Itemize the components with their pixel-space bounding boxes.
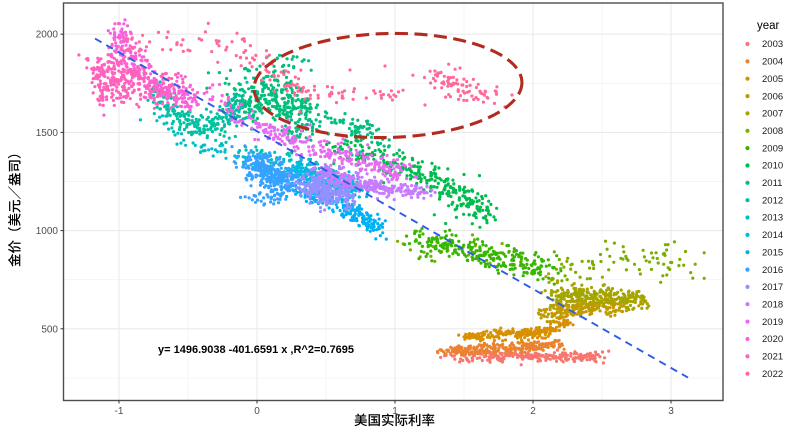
svg-text:2017: 2017 <box>762 282 783 293</box>
svg-text:-1: -1 <box>115 406 124 417</box>
svg-text:3: 3 <box>668 406 674 417</box>
svg-text:2019: 2019 <box>762 317 783 328</box>
svg-text:1000: 1000 <box>36 226 59 237</box>
svg-text:2008: 2008 <box>762 126 783 137</box>
svg-text:500: 500 <box>41 324 58 335</box>
svg-text:2: 2 <box>530 406 536 417</box>
svg-text:2000: 2000 <box>36 30 59 41</box>
svg-text:2010: 2010 <box>762 161 783 172</box>
svg-text:1500: 1500 <box>36 128 59 139</box>
svg-text:2009: 2009 <box>762 143 783 154</box>
svg-text:2015: 2015 <box>762 247 783 258</box>
svg-text:2004: 2004 <box>762 57 783 68</box>
svg-text:year: year <box>757 20 780 32</box>
svg-text:0: 0 <box>254 406 260 417</box>
svg-text:2014: 2014 <box>762 230 783 241</box>
svg-text:2005: 2005 <box>762 74 783 85</box>
svg-text:2006: 2006 <box>762 91 783 102</box>
svg-text:2013: 2013 <box>762 213 783 224</box>
svg-text:2011: 2011 <box>762 178 782 189</box>
svg-text:2016: 2016 <box>762 265 783 276</box>
svg-text:2003: 2003 <box>762 39 783 50</box>
svg-text:y= 1496.9038 -401.6591 x ,R^2=: y= 1496.9038 -401.6591 x ,R^2=0.7695 <box>158 344 354 356</box>
svg-text:1: 1 <box>392 406 398 417</box>
svg-text:2007: 2007 <box>762 109 783 120</box>
svg-text:2018: 2018 <box>762 299 783 310</box>
svg-text:2012: 2012 <box>762 195 783 206</box>
